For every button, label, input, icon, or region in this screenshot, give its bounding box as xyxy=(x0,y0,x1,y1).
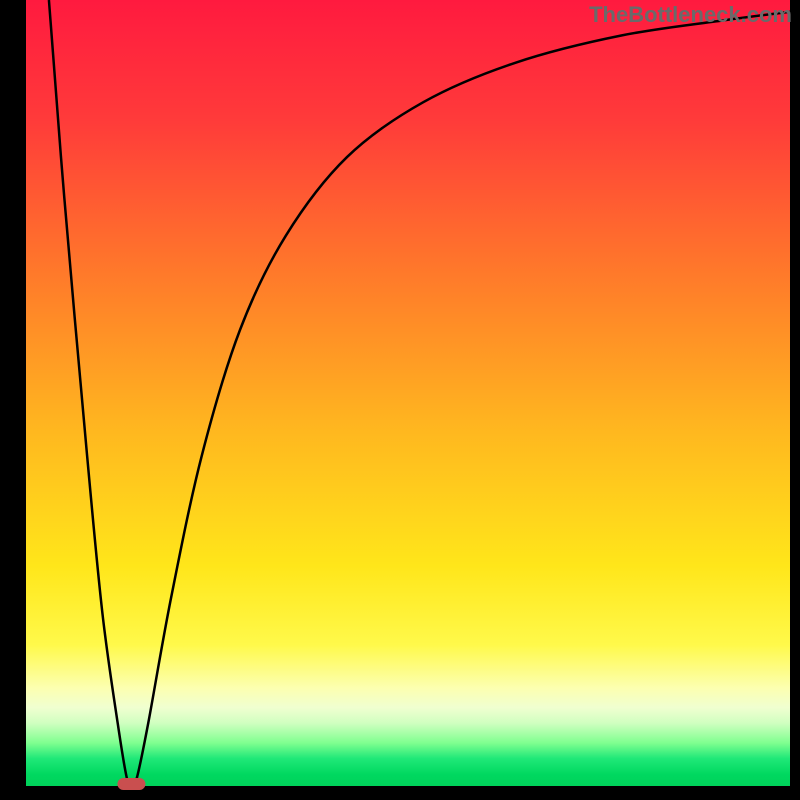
bottleneck-chart xyxy=(0,0,800,800)
chart-container: TheBottleneck.com xyxy=(0,0,800,800)
watermark-text: TheBottleneck.com xyxy=(589,2,792,28)
optimal-marker xyxy=(117,778,145,790)
plot-background xyxy=(26,0,790,786)
